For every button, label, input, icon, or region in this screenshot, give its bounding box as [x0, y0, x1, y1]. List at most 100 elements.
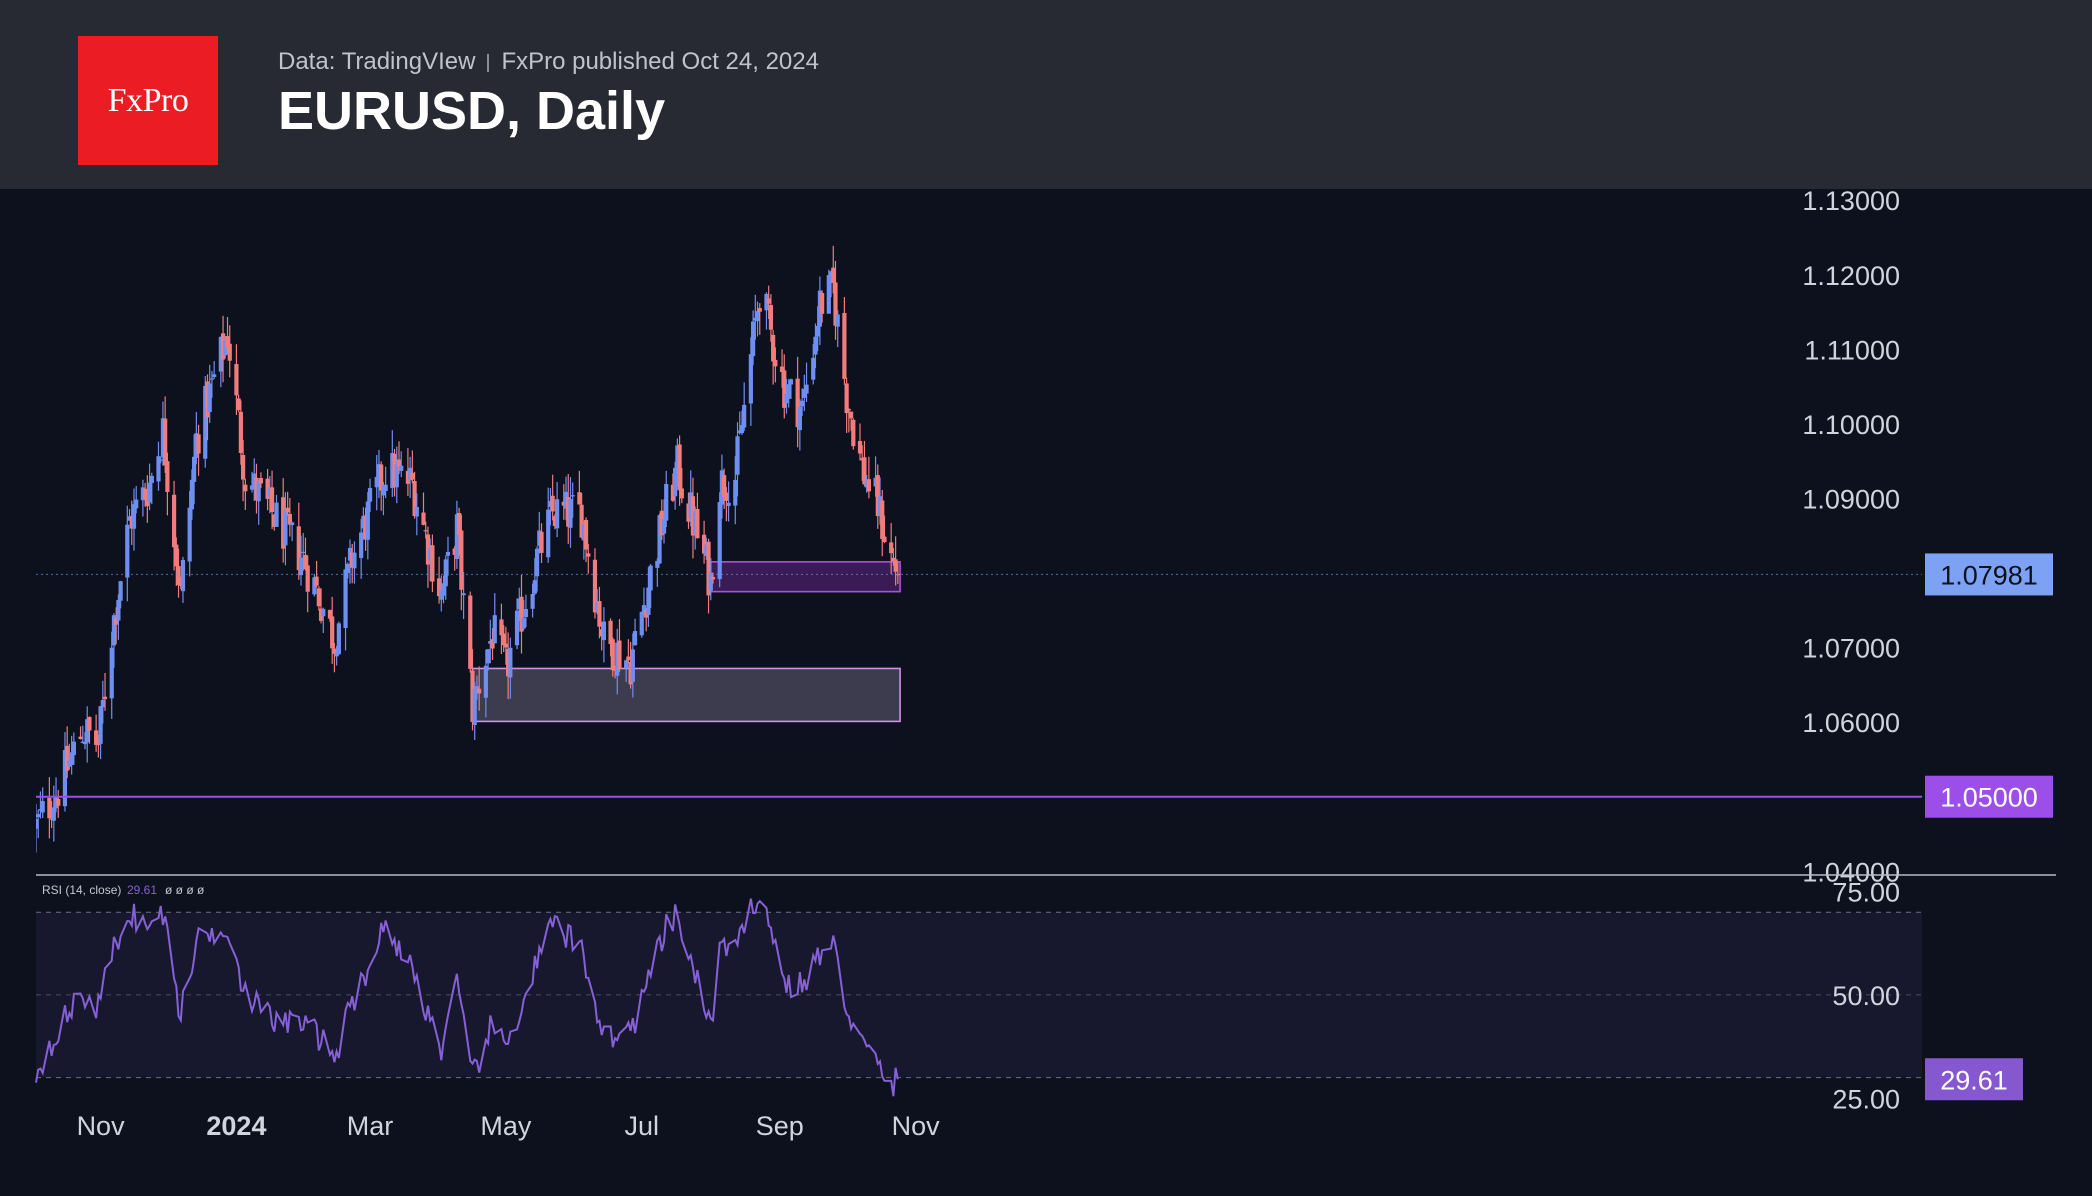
candle-body	[485, 649, 491, 664]
candle-body	[436, 578, 442, 597]
candle-body	[641, 605, 647, 616]
candle-body	[802, 388, 807, 398]
candle-body	[506, 649, 511, 677]
candlestick-series	[36, 245, 900, 853]
candle-body	[412, 480, 417, 517]
candle-body	[290, 522, 295, 526]
candle-body	[118, 581, 123, 601]
candle-body	[719, 470, 725, 505]
fxpro-logo: FxPro	[78, 36, 218, 165]
price-tick-label: 1.04000	[1802, 857, 1900, 887]
candle-body	[530, 594, 535, 609]
candle-body	[710, 576, 716, 580]
candle-body	[695, 509, 700, 539]
candle-body	[220, 333, 226, 360]
candle-body	[439, 590, 444, 600]
candle-body	[675, 445, 680, 470]
candle-body	[452, 548, 457, 555]
candle-body	[722, 475, 727, 497]
candle-body	[414, 507, 419, 517]
candle-body	[345, 563, 350, 573]
candle-body	[131, 504, 137, 529]
candle-body	[347, 547, 353, 561]
candle-body	[125, 524, 130, 578]
level-line-badge	[1925, 775, 2053, 818]
candle-body	[831, 267, 836, 283]
candle-body	[864, 480, 869, 488]
candle-body	[735, 436, 740, 475]
candle-body	[303, 554, 308, 570]
rsi-legend-extras: ø ø ø ø	[165, 883, 205, 897]
candle-body	[252, 473, 257, 487]
candle-body	[410, 472, 415, 480]
candle-body	[243, 484, 248, 492]
candle-body	[225, 336, 230, 348]
rsi-line	[35, 898, 899, 1097]
candle-body	[209, 378, 215, 380]
candle-body	[129, 516, 134, 529]
candle-body	[374, 476, 379, 488]
candle-body	[269, 487, 275, 512]
candle-body	[764, 293, 769, 311]
candle-body	[283, 509, 288, 546]
candle-body	[227, 343, 232, 361]
candle-body	[552, 516, 557, 527]
candle-body	[365, 501, 370, 540]
candle-body	[817, 290, 823, 327]
candle-body	[833, 282, 838, 326]
candle-body	[857, 441, 863, 454]
candle-body	[748, 354, 753, 404]
candle-body	[750, 321, 756, 357]
candle-body	[298, 557, 304, 576]
candle-body	[657, 515, 662, 564]
candle-body	[630, 649, 635, 682]
candle-body	[174, 544, 179, 567]
candle-body	[608, 620, 613, 644]
candle-body	[80, 741, 85, 744]
candle-body	[441, 583, 446, 596]
candle-body	[423, 530, 428, 532]
candle-body	[690, 496, 696, 536]
candle-body	[334, 653, 339, 657]
candle-body	[632, 631, 638, 646]
candle-body	[848, 411, 854, 419]
candle-body	[376, 464, 382, 482]
candle-body	[114, 618, 119, 625]
candle-body	[519, 596, 524, 632]
candle-body	[69, 752, 74, 765]
candle-body	[739, 425, 745, 433]
candle-body	[196, 434, 201, 454]
candle-body	[659, 510, 664, 536]
candle-body	[702, 534, 707, 554]
candle-body	[258, 478, 264, 484]
candle-body	[866, 479, 871, 492]
candle-body	[889, 542, 894, 554]
rsi-tick-label: 50.00	[1832, 981, 1900, 1011]
price-overlays: 1.07981 1.05000	[36, 553, 2053, 818]
candle-body	[786, 384, 791, 399]
candle-body	[379, 464, 384, 491]
level-line-label: 1.05000	[1940, 783, 2038, 813]
candle-body	[626, 656, 631, 661]
price-axis: 1.13000 1.12000 1.11000 1.10000 1.09000 1.070…	[1802, 189, 1900, 887]
candle-body	[330, 616, 335, 649]
data-source: Data: TradingVIew	[278, 48, 476, 75]
candle-body	[490, 639, 495, 649]
candle-body	[267, 487, 272, 497]
candle-body	[851, 419, 856, 447]
price-tick-label: 1.13000	[1802, 189, 1900, 216]
candle-body	[521, 617, 526, 629]
support-zone-lower	[471, 667, 901, 723]
candle-body	[53, 796, 59, 809]
candle-body	[321, 608, 326, 617]
candle-body	[296, 526, 301, 571]
candle-body	[445, 551, 451, 556]
candle-body	[742, 404, 747, 428]
candle-body	[561, 501, 566, 506]
candle-body	[287, 513, 292, 525]
candle-body	[399, 465, 404, 471]
candle-body	[428, 548, 433, 561]
candle-body	[661, 519, 667, 534]
candle-body	[67, 760, 72, 767]
candle-body	[628, 661, 633, 685]
